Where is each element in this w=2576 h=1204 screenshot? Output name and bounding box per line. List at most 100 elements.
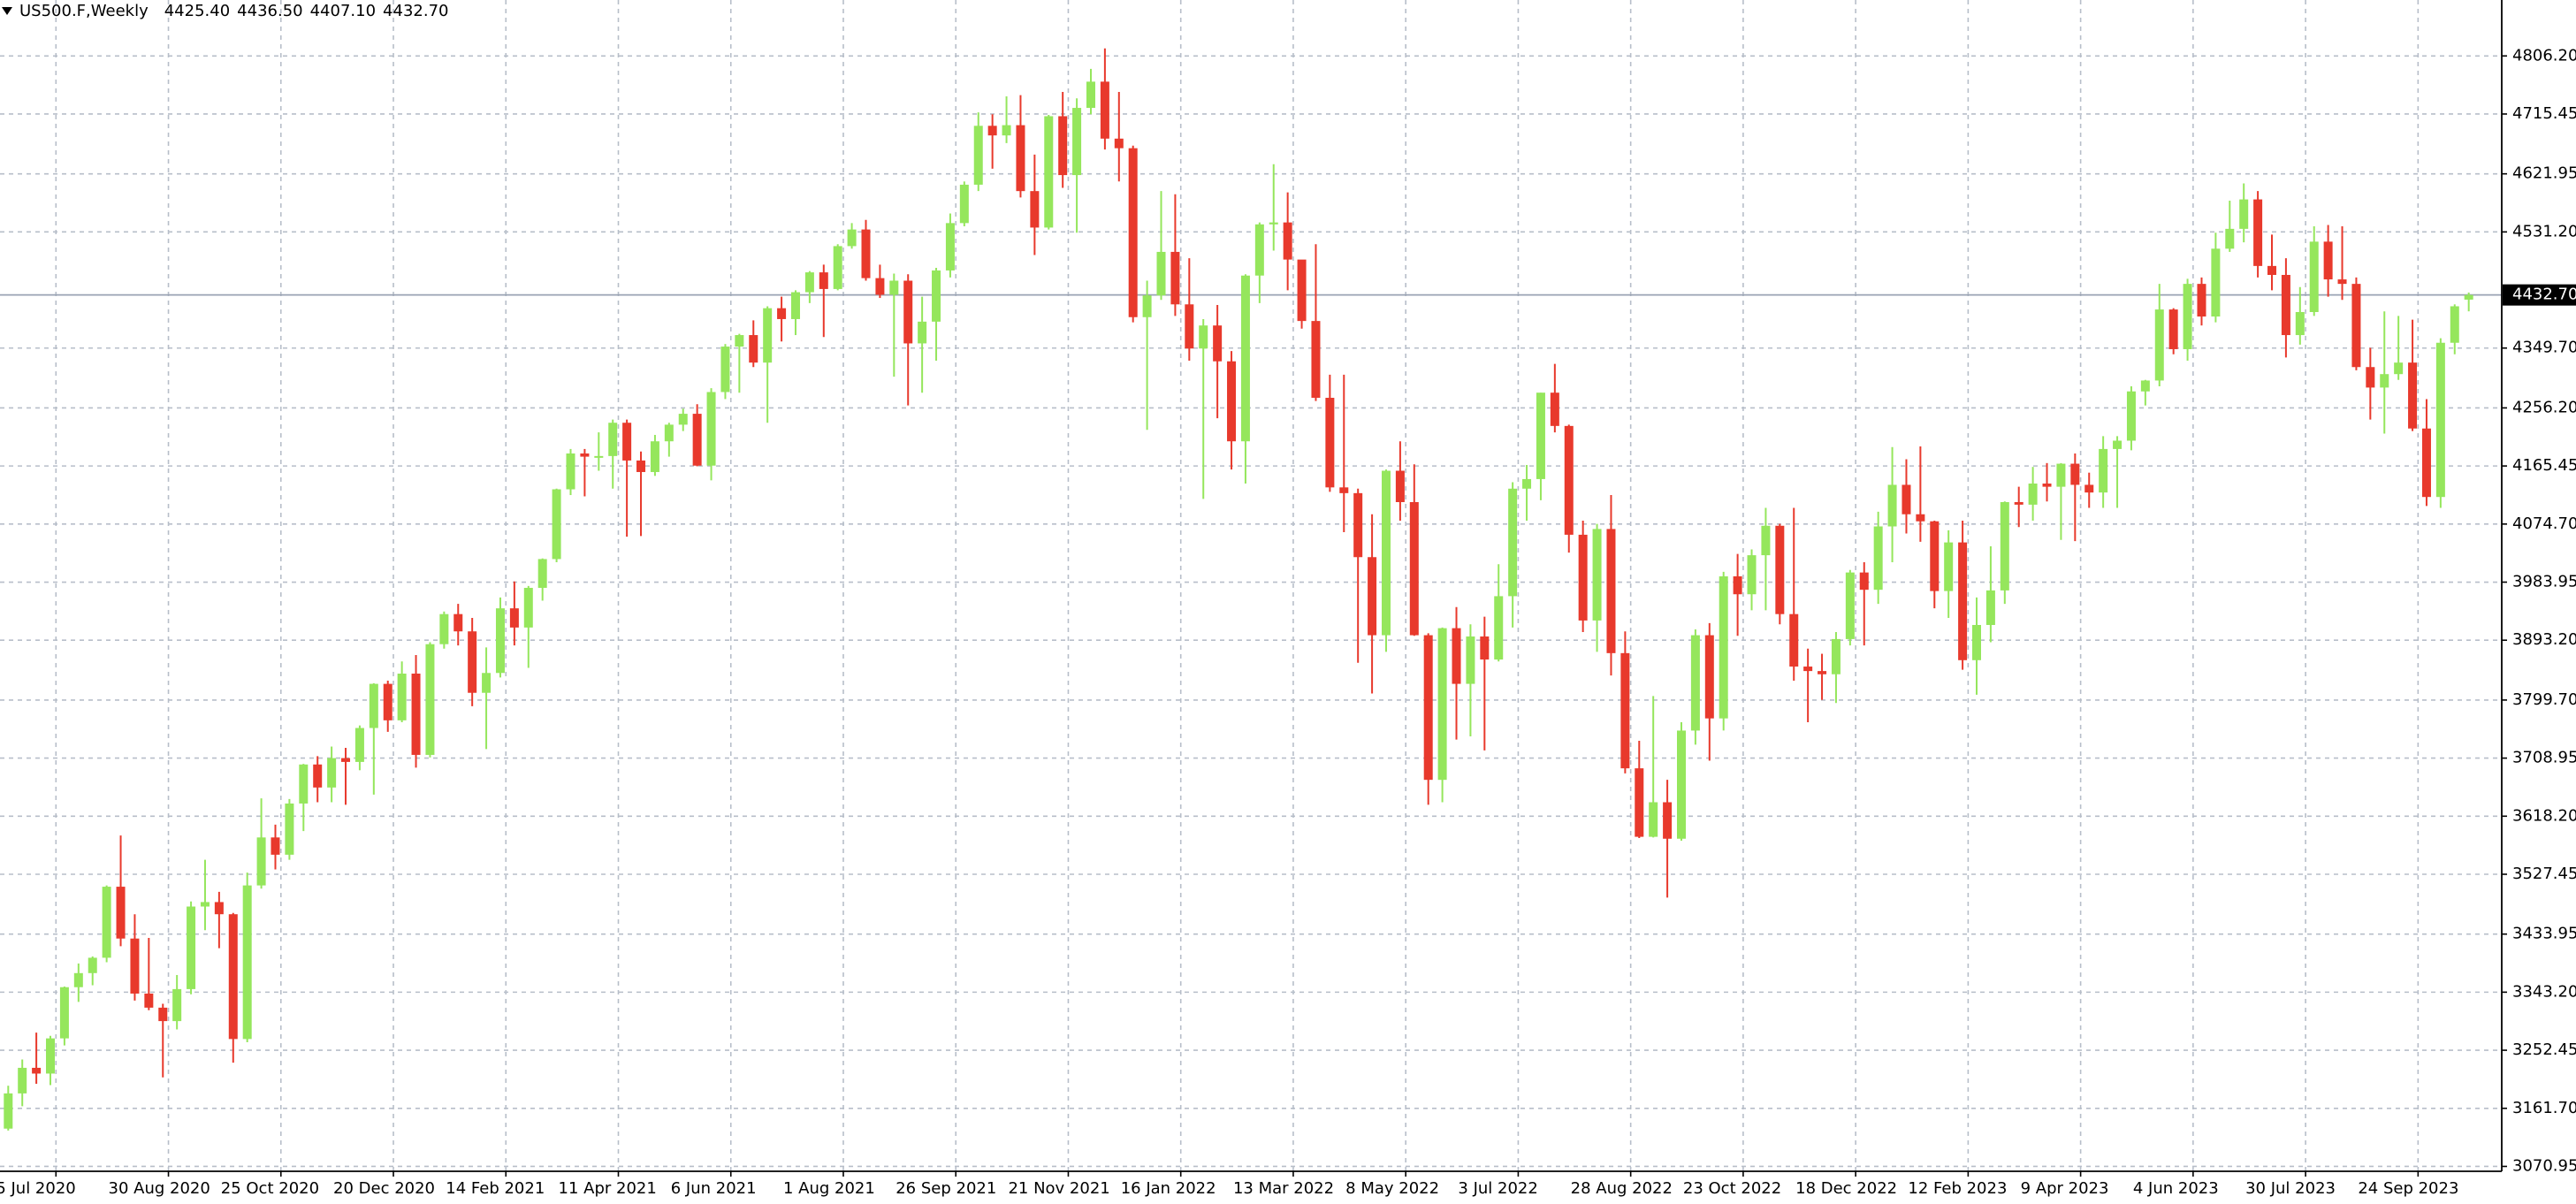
candle-body (1452, 628, 1461, 684)
candle-body (650, 441, 659, 472)
y-tick-label: 3618.20 (2512, 806, 2576, 825)
candle-body (2197, 284, 2206, 317)
candle-body (1564, 425, 1574, 535)
x-tick-label: 20 Dec 2020 (333, 1179, 435, 1198)
candle-body (2435, 342, 2445, 498)
x-tick-label: 28 Aug 2022 (1571, 1179, 1673, 1198)
candle-body (903, 280, 913, 344)
candle-body (2309, 241, 2319, 312)
candle-body (1409, 501, 1419, 636)
candle-body (932, 270, 941, 322)
y-tick-label: 4256.20 (2512, 398, 2576, 416)
candle-body (172, 988, 182, 1022)
candle-body (2168, 309, 2178, 349)
candle-body (1522, 478, 1532, 489)
candle-body (861, 229, 871, 278)
x-tick-label: 18 Dec 2022 (1795, 1179, 1897, 1198)
candle-body (1381, 470, 1391, 636)
candle-body (2225, 228, 2235, 249)
candle-body (833, 246, 842, 289)
candle-body (790, 292, 800, 319)
y-tick-label: 4165.45 (2512, 456, 2576, 475)
candle-body (1339, 487, 1349, 493)
x-tick-label: 14 Feb 2021 (446, 1179, 545, 1198)
y-tick-label: 4531.20 (2512, 222, 2576, 240)
candle-body (1395, 470, 1405, 502)
x-tick-label: 5 Jul 2020 (0, 1179, 76, 1198)
candle-body (73, 972, 83, 987)
candle-body (1887, 484, 1897, 527)
current-price-label: 4432.70 (2512, 286, 2576, 304)
candle-body (228, 914, 238, 1040)
candle-body (1086, 81, 1095, 109)
candle-body (4, 1093, 13, 1129)
candle-body (59, 987, 69, 1039)
candle-body (327, 758, 337, 788)
y-tick-label: 3893.20 (2512, 630, 2576, 649)
y-tick-label: 3070.95 (2512, 1156, 2576, 1175)
candle-body (1156, 251, 1166, 296)
x-tick-label: 8 May 2022 (1345, 1179, 1439, 1198)
candle-body (664, 424, 674, 442)
candle-body (1437, 628, 1447, 781)
candle-body (2056, 463, 2066, 487)
candle-body (46, 1038, 56, 1074)
candle-body (2253, 199, 2263, 266)
candle-body (130, 938, 140, 994)
candle-body (847, 229, 857, 247)
candle-body (1002, 125, 1011, 136)
candle-body (214, 902, 224, 915)
x-tick-label: 26 Sep 2021 (896, 1179, 996, 1198)
y-tick-label: 3343.20 (2512, 982, 2576, 1001)
candle-body (566, 453, 575, 490)
candle-body (1423, 635, 1433, 781)
x-tick-label: 9 Apr 2023 (2021, 1179, 2109, 1198)
candle-body (2351, 284, 2361, 368)
candle-body (200, 902, 210, 907)
x-tick-label: 3 Jul 2022 (1458, 1179, 1537, 1198)
candle-body (383, 683, 392, 720)
candle-body (1704, 635, 1714, 719)
header-high: 4436.50 (237, 2, 302, 20)
candle-body (2380, 374, 2389, 388)
x-tick-label: 13 Mar 2022 (1233, 1179, 1334, 1198)
grid-layer (0, 0, 2502, 1171)
y-tick-label: 3161.70 (2512, 1099, 2576, 1117)
candle-body (973, 126, 983, 185)
current-price-box (2503, 284, 2576, 306)
candle-body (1803, 667, 1813, 672)
candle-body (88, 957, 97, 973)
candle-body (453, 613, 463, 632)
y-tick-label: 3799.70 (2512, 690, 2576, 709)
candle-body (1592, 529, 1602, 621)
candle-body (749, 335, 758, 363)
candle-body (411, 674, 421, 755)
candle-body (2366, 367, 2375, 388)
candle-body (959, 184, 969, 224)
candle-body (1620, 652, 1630, 769)
candle-body (1240, 275, 1250, 442)
candle-body (1325, 397, 1335, 488)
candle-body (2028, 483, 2038, 505)
header-arrow (2, 7, 12, 15)
candle-body (1944, 542, 1954, 591)
candle-body (369, 683, 378, 728)
candle-body (425, 644, 435, 755)
candle-body (1254, 224, 1264, 276)
candle-body (468, 631, 477, 693)
candle-body (116, 887, 126, 939)
x-tick-label: 30 Jul 2023 (2245, 1179, 2336, 1198)
candle-body (1466, 636, 1475, 684)
candle-body (1353, 492, 1363, 558)
candle-body (777, 308, 787, 319)
candle-body (1550, 392, 1559, 426)
candle-body (1733, 575, 1742, 595)
candle-body (256, 837, 266, 886)
candle-body (1676, 730, 1686, 839)
candle-body (2464, 294, 2473, 300)
candle-body (482, 673, 492, 693)
candle-body (1030, 191, 1040, 228)
candle-body (580, 453, 590, 457)
